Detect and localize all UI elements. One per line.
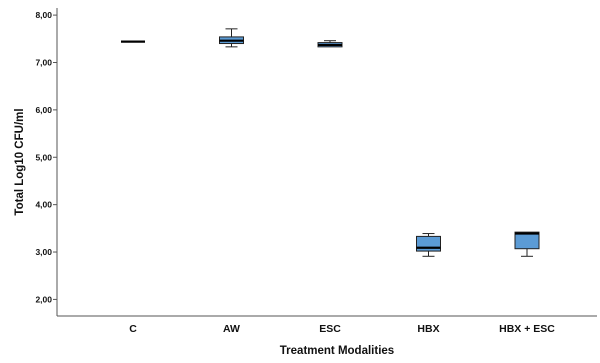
box-hbx (416, 233, 441, 257)
y-axis-ticks: 2,00 3,00 4,00 5,00 6,00 7,00 8,00 (35, 10, 57, 304)
y-tick-label: 2,00 (35, 294, 52, 304)
box-hbx-esc (514, 231, 540, 257)
x-axis-title: Treatment Modalities (280, 345, 394, 357)
x-tick-label: AW (223, 323, 240, 335)
box-esc (317, 40, 343, 48)
box-iqr (514, 231, 540, 250)
y-axis-title: Total Log10 CFU/ml (14, 108, 26, 215)
y-tick-label: 6,00 (35, 105, 52, 115)
y-tick-label: 8,00 (35, 10, 52, 20)
y-tick-label: 7,00 (35, 57, 52, 67)
y-tick-label: 4,00 (35, 200, 52, 210)
box-iqr (416, 235, 441, 252)
y-tick-label: 3,00 (35, 247, 52, 257)
x-tick-label: HBX + ESC (499, 323, 555, 335)
x-axis-ticks: C AW ESC HBX HBX + ESC (129, 323, 555, 335)
x-tick-label: HBX (417, 323, 439, 335)
x-tick-label: C (129, 323, 137, 335)
box-series (121, 28, 540, 257)
x-tick-label: ESC (319, 323, 341, 335)
y-tick-label: 5,00 (35, 152, 52, 162)
box-aw (219, 28, 244, 48)
